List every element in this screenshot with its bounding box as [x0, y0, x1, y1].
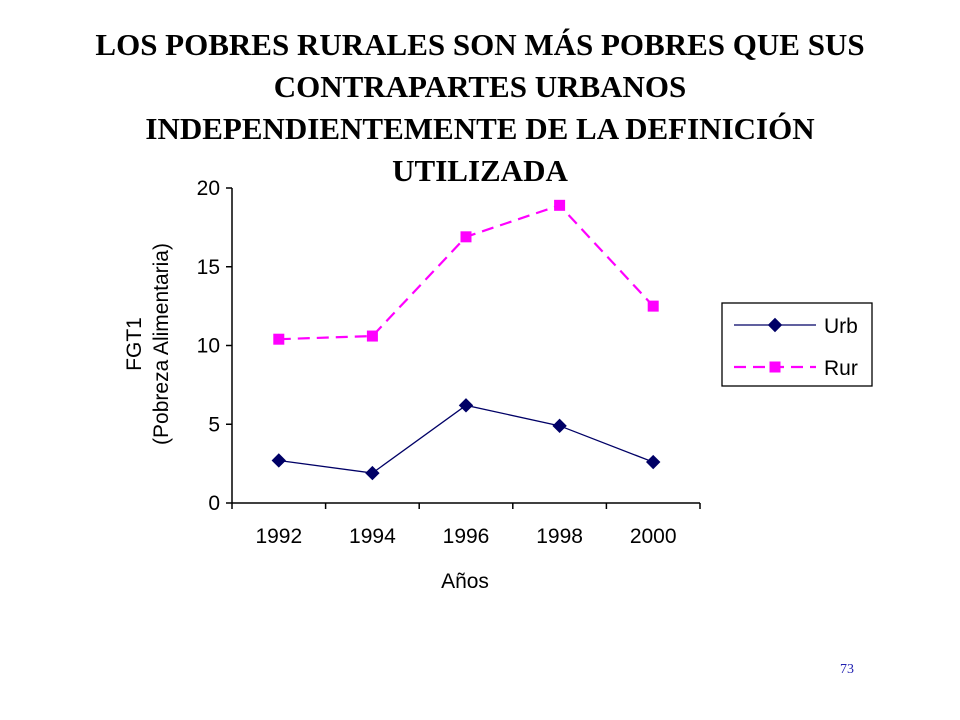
legend-marker-rur — [769, 361, 781, 373]
title-line-4: UTILIZADA — [392, 153, 568, 188]
legend-marker-urb — [767, 317, 783, 333]
chart-legend: Urb Rur — [721, 302, 873, 387]
y-tick-label: 0 — [208, 492, 220, 515]
legend-label-urb: Urb — [824, 315, 858, 338]
y-tick-label: 15 — [197, 256, 220, 279]
series-line-urb — [278, 404, 654, 474]
title-line-1: LOS POBRES RURALES SON MÁS POBRES QUE SU… — [95, 27, 865, 62]
data-point-rur — [366, 330, 378, 342]
x-tick-label: 1996 — [443, 525, 490, 548]
series-line-rur — [278, 204, 655, 341]
data-point-rur — [460, 231, 472, 243]
slide-title: LOS POBRES RURALES SON MÁS POBRES QUE SU… — [20, 24, 940, 192]
x-tick-label: 1994 — [349, 525, 396, 548]
y-tick-label: 20 — [197, 177, 220, 200]
y-tick-label: 10 — [197, 335, 220, 358]
legend-box — [721, 302, 873, 387]
x-tick-label: 1992 — [255, 525, 302, 548]
y-axis-label-line-2: (Pobreza Alimentaria) — [150, 243, 173, 445]
y-tick-label: 5 — [208, 413, 220, 436]
chart-series — [271, 199, 661, 481]
data-point-urb — [365, 465, 380, 481]
title-line-3: INDEPENDIENTEMENTE DE LA DEFINICIÓN — [145, 111, 815, 146]
data-point-urb — [458, 398, 474, 413]
data-point-urb — [271, 453, 287, 468]
chart-axes: 0 5 10 15 20 1992 1994 1996 1998 2000 — [197, 177, 701, 548]
data-point-urb — [552, 418, 567, 434]
data-point-rur — [273, 333, 285, 345]
series-rur — [273, 199, 659, 345]
y-axis-label-line-1: FGT1 — [123, 317, 146, 371]
page-number: 73 — [840, 662, 854, 677]
data-point-urb — [645, 454, 661, 470]
x-axis-label: Años — [441, 570, 489, 593]
legend-label-rur: Rur — [824, 357, 858, 380]
title-line-2: CONTRAPARTES URBANOS — [273, 69, 687, 104]
data-point-rur — [554, 199, 566, 211]
x-tick-label: 2000 — [630, 525, 677, 548]
series-urb — [271, 398, 661, 481]
data-point-rur — [647, 300, 659, 312]
x-tick-label: 1998 — [536, 525, 583, 548]
